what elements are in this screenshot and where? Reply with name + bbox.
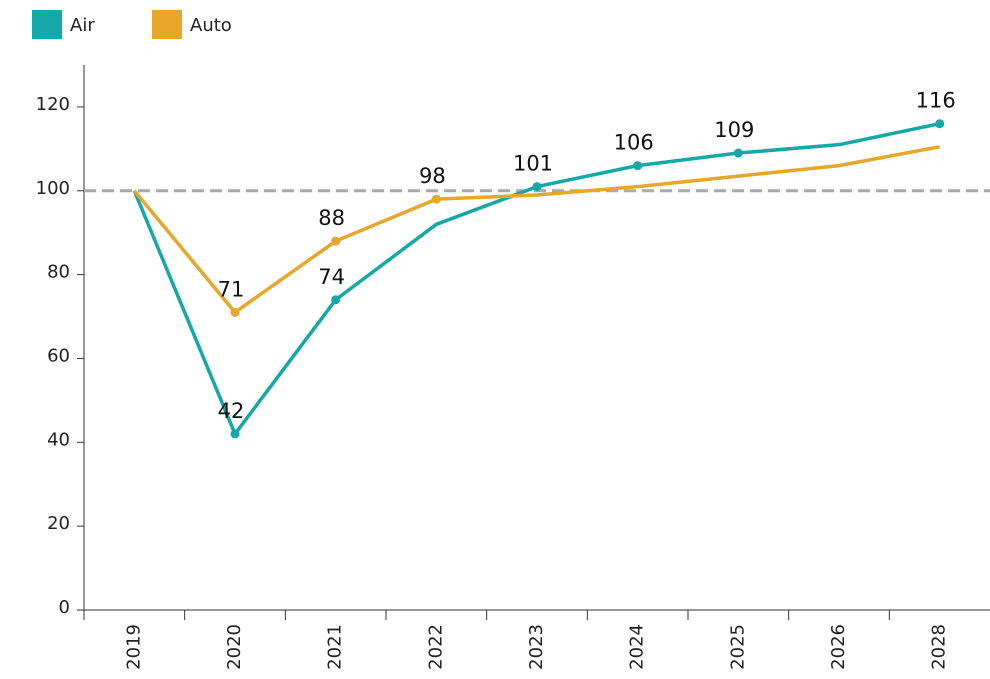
y-tick-label: 40 [47, 429, 70, 450]
x-tick-label: 2026 [828, 624, 849, 670]
data-point [230, 307, 240, 317]
legend-label: Auto [190, 15, 232, 36]
y-tick-label: 100 [36, 178, 70, 199]
legend-swatch [32, 10, 62, 39]
x-tick-label: 2025 [727, 624, 748, 670]
x-tick-label: 2023 [526, 624, 547, 670]
y-tick-label: 60 [47, 345, 70, 366]
data-point [633, 161, 643, 171]
x-tick-label: 2022 [425, 624, 446, 670]
x-tick-label: 2020 [224, 624, 245, 670]
data-point [431, 194, 441, 204]
data-point [230, 429, 240, 439]
data-point [331, 295, 341, 305]
data-label: 106 [614, 131, 654, 155]
x-tick-label: 2024 [627, 624, 648, 670]
legend-swatch [152, 10, 182, 39]
series-line [132, 145, 940, 315]
x-tick-label: 2021 [325, 624, 346, 670]
data-label: 88 [318, 206, 345, 230]
data-point [532, 182, 542, 192]
data-label: 98 [419, 164, 446, 188]
y-tick-label: 80 [47, 262, 70, 283]
data-label: 109 [714, 118, 754, 142]
data-point [935, 119, 945, 129]
x-tick-label: 2028 [929, 624, 950, 670]
data-label: 71 [218, 277, 245, 301]
legend-label: Air [70, 15, 95, 36]
data-point [733, 148, 743, 158]
y-tick-label: 120 [36, 94, 70, 115]
y-tick-label: 20 [47, 513, 70, 534]
x-tick-label: 2019 [123, 624, 144, 670]
data-label: 74 [318, 265, 345, 289]
y-tick-label: 0 [59, 597, 70, 618]
data-label: 101 [513, 152, 553, 176]
data-label: 116 [916, 89, 956, 113]
data-point [331, 236, 341, 246]
data-label: 42 [218, 399, 245, 423]
